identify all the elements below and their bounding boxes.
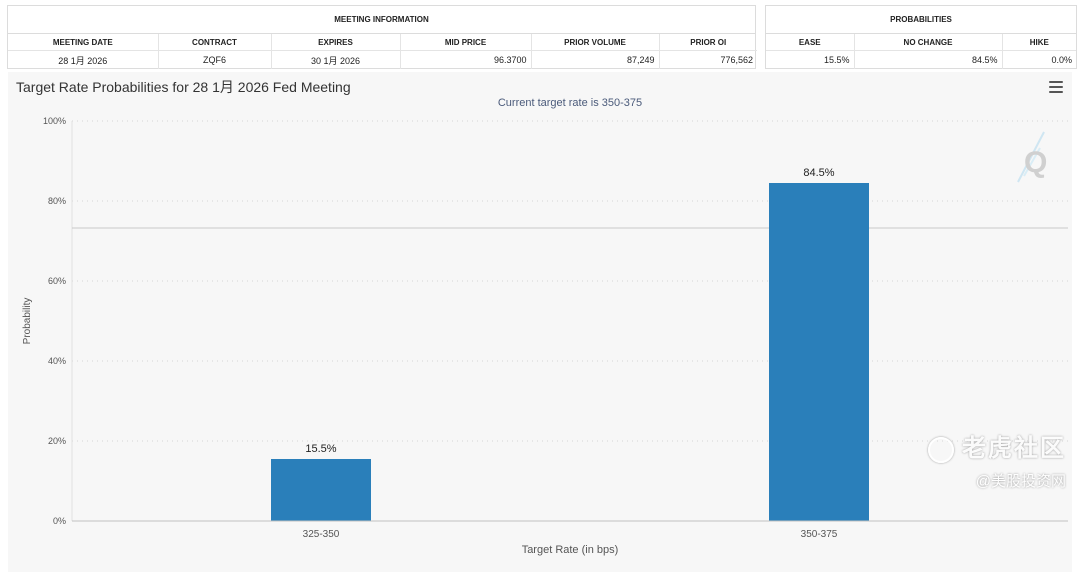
cell-contract: ZQF6 [158, 50, 272, 69]
cell-ease: 15.5% [766, 50, 855, 69]
col-header-no-change: NO CHANGE [854, 34, 1003, 51]
col-header-prior-oi: PRIOR OI [659, 34, 757, 51]
col-header-ease: EASE [766, 34, 855, 51]
probabilities-table: EASE NO CHANGE HIKE 15.5% 84.5% 0.0% [766, 34, 1076, 69]
data-label: 84.5% [803, 167, 834, 179]
col-header-prior-volume: PRIOR VOLUME [531, 34, 660, 51]
cell-no-change: 84.5% [854, 50, 1003, 69]
y-axis-title: Probability [22, 298, 33, 345]
watermark-circle-icon [928, 436, 954, 463]
watermark-handle: @美股投资网 [975, 473, 1066, 490]
bar-chart-plot: 0% 20% 40% 60% 80% 100% 15.5% 325-350 84.5% 350-… [22, 116, 1068, 556]
cell-hike: 0.0% [1051, 55, 1072, 65]
meeting-info-header-row: MEETING DATE CONTRACT EXPIRES MID PRICE … [8, 34, 757, 51]
table-row: 15.5% 84.5% 0.0% [766, 50, 1076, 69]
probabilities-title: PROBABILITIES [766, 6, 1076, 34]
y-tick-label: 60% [48, 276, 66, 286]
y-tick-label: 80% [48, 196, 66, 206]
col-header-hike: HIKE [1002, 34, 1076, 51]
bar[interactable] [271, 459, 371, 521]
data-label: 15.5% [305, 443, 336, 455]
y-tick-label: 40% [48, 356, 66, 366]
watermark-text-1: 老虎社区 [962, 435, 1066, 462]
cell-meeting-date: 28 1月 2026 [8, 50, 159, 69]
cell-expires: 30 1月 2026 [271, 50, 401, 69]
col-header-expires: EXPIRES [271, 34, 401, 51]
q-logo-icon: Q [1017, 131, 1047, 183]
x-tick-label: 350-375 [801, 529, 838, 540]
probabilities-panel: PROBABILITIES EASE NO CHANGE HIKE 15.5% … [765, 5, 1077, 69]
col-header-mid-price: MID PRICE [400, 34, 532, 51]
chart-container: Target Rate Probabilities for 28 1月 2026… [8, 72, 1072, 572]
cell-prior-volume: 87,249 [531, 50, 660, 69]
meeting-info-table: MEETING DATE CONTRACT EXPIRES MID PRICE … [8, 34, 757, 69]
col-header-meeting-date: MEETING DATE [8, 34, 159, 51]
table-row: 28 1月 2026 ZQF6 30 1月 2026 96.3700 87,24… [8, 50, 757, 69]
svg-text:Q: Q [1024, 146, 1047, 179]
probabilities-header-row: EASE NO CHANGE HIKE [766, 34, 1076, 51]
y-tick-label: 100% [43, 116, 66, 126]
y-tick-label: 0% [53, 516, 66, 526]
x-tick-label: 325-350 [303, 529, 340, 540]
chart-subtitle: Current target rate is 350-375 [497, 97, 643, 109]
x-axis-title: Target Rate (in bps) [522, 544, 619, 556]
bar[interactable] [769, 183, 869, 521]
y-tick-label: 20% [48, 436, 66, 446]
meeting-info-panel: MEETING INFORMATION MEETING DATE CONTRAC… [7, 5, 757, 69]
watermark-logo: 老虎社区 [928, 428, 1066, 463]
meeting-info-title: MEETING INFORMATION [8, 6, 755, 34]
chart-menu-icon[interactable] [1049, 81, 1063, 93]
chart-title: Target Rate Probabilities for 28 1月 2026… [16, 79, 351, 95]
cell-prior-oi: 776,562 [720, 55, 753, 65]
cell-mid-price: 96.3700 [400, 50, 532, 69]
col-header-contract: CONTRACT [158, 34, 272, 51]
